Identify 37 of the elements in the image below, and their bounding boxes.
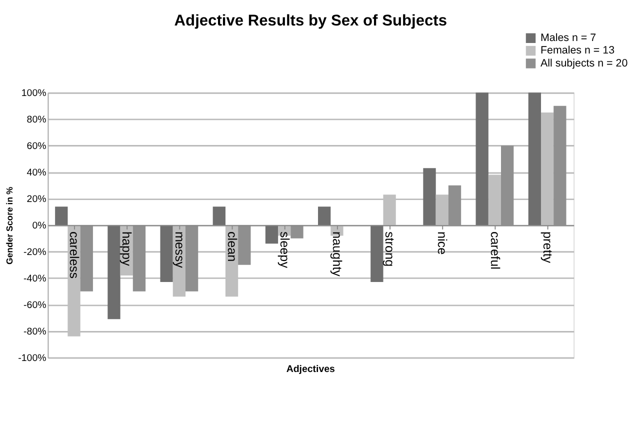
chart-title: Adjective Results by Sex of Subjects: [174, 12, 448, 30]
bar: [370, 225, 384, 282]
y-tick-label: 100%: [21, 88, 47, 100]
bar: [318, 206, 331, 226]
y-tick-label: 60%: [26, 141, 47, 152]
y-tick-label: 20%: [26, 194, 47, 206]
y-tick-label: -60%: [24, 300, 47, 311]
y-axis-title: Gender Score in %: [4, 186, 14, 265]
y-tick-label: -20%: [24, 247, 47, 258]
x-tick-label: naughty: [330, 231, 344, 278]
legend-label: Males n = 7: [540, 32, 596, 44]
bar: [265, 225, 278, 244]
x-tick-label: careful: [488, 231, 502, 270]
legend-label: All subjects n = 20: [540, 57, 628, 70]
bar: [476, 92, 488, 226]
y-tick-label: -40%: [24, 273, 47, 284]
x-tick-label: strong: [382, 231, 397, 267]
bar: [160, 225, 173, 282]
x-tick-label: pretty: [540, 231, 554, 264]
x-tick-label: nice: [435, 231, 450, 255]
bar: [423, 168, 436, 226]
x-tick-label: messy: [172, 231, 186, 269]
y-tick-label: 0%: [32, 220, 47, 232]
y-tick-label: -80%: [24, 326, 47, 338]
x-tick-label: clean: [224, 231, 239, 262]
y-tick-label: -100%: [18, 352, 47, 364]
x-tick-label: careless: [67, 231, 82, 279]
x-axis-title: Adjectives: [286, 364, 335, 376]
bar: [212, 206, 226, 226]
x-tick-label: sleepy: [277, 231, 292, 269]
y-tick-label: 80%: [26, 114, 47, 126]
x-tick-label: happy: [120, 231, 134, 267]
y-tick-label: 40%: [26, 168, 47, 179]
bar: [528, 92, 542, 226]
bar: [108, 225, 120, 320]
bar: [55, 206, 68, 226]
legend-label: Females n = 13: [540, 44, 615, 57]
